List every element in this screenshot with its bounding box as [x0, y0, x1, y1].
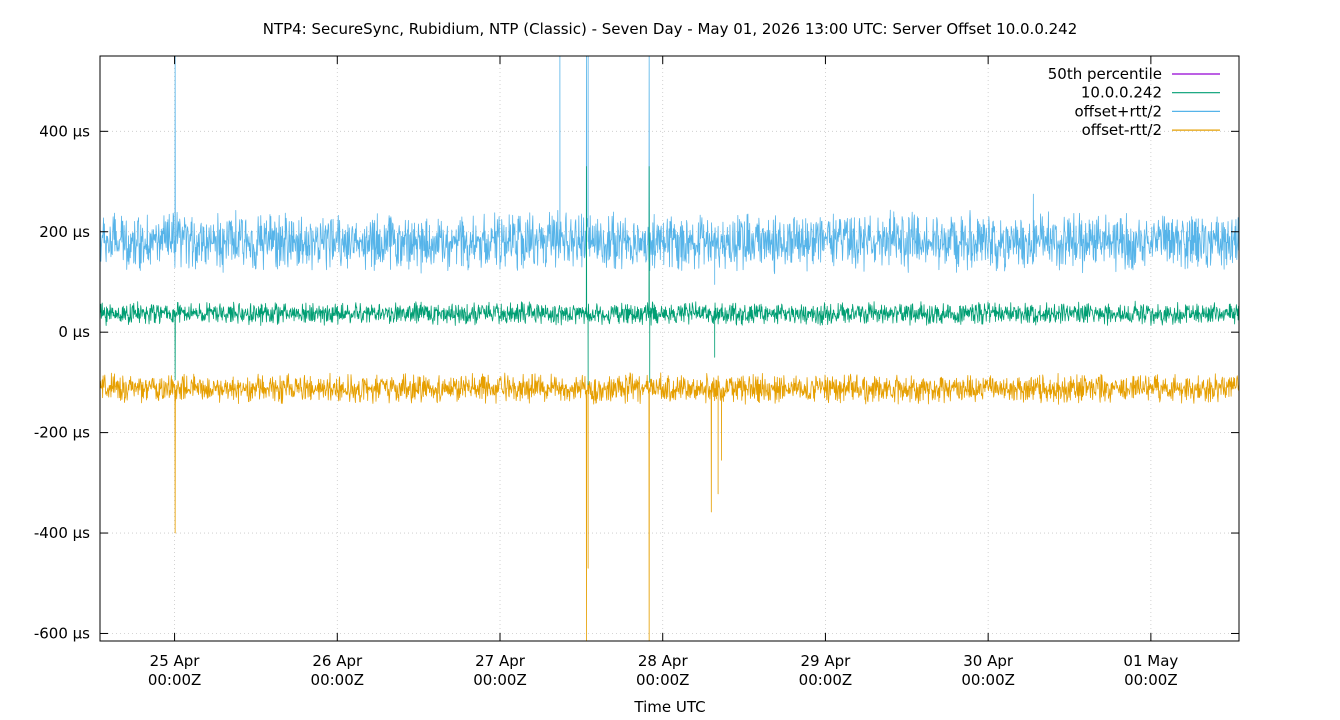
y-tick-label: -600 µs	[34, 624, 90, 642]
x-tick-label: 25 Apr	[150, 652, 201, 670]
y-tick-label: -200 µs	[34, 424, 90, 442]
series-layer	[99, 55, 1240, 642]
y-tick-label: 0 µs	[58, 323, 90, 341]
x-tick-label: 28 Apr	[638, 652, 689, 670]
x-tick-label: 00:00Z	[1124, 671, 1178, 689]
series-line-2	[99, 55, 1240, 285]
x-tick-label: 26 Apr	[312, 652, 363, 670]
x-tick-label: 27 Apr	[475, 652, 526, 670]
x-tick-label: 00:00Z	[961, 671, 1015, 689]
legend-label: offset+rtt/2	[1074, 102, 1162, 120]
x-tick-label: 30 Apr	[963, 652, 1014, 670]
series-line-1	[99, 166, 1240, 386]
series-line-3	[99, 372, 1240, 642]
x-axis-label: Time UTC	[633, 698, 705, 716]
x-tick-label: 29 Apr	[801, 652, 852, 670]
y-tick-label: -400 µs	[34, 524, 90, 542]
x-tick-label: 01 May	[1123, 652, 1178, 670]
x-tick-label: 00:00Z	[148, 671, 202, 689]
x-tick-label: 00:00Z	[799, 671, 853, 689]
chart-title: NTP4: SecureSync, Rubidium, NTP (Classic…	[263, 20, 1078, 38]
y-axis: 400 µs 200 µs 0 µs -200 µs -400 µs -600 µs	[34, 122, 1239, 642]
legend-label: offset-rtt/2	[1082, 121, 1162, 139]
legend-label: 10.0.0.242	[1081, 84, 1162, 102]
x-tick-label: 00:00Z	[636, 671, 690, 689]
x-tick-label: 00:00Z	[473, 671, 527, 689]
legend-label: 50th percentile	[1048, 65, 1162, 83]
plot-frame	[99, 55, 1240, 642]
grid-lines	[100, 56, 1239, 641]
y-tick-label: 400 µs	[39, 122, 90, 140]
y-tick-label: 200 µs	[39, 223, 90, 241]
x-tick-label: 00:00Z	[311, 671, 365, 689]
legend: 50th percentile10.0.0.242offset+rtt/2off…	[1048, 65, 1220, 139]
